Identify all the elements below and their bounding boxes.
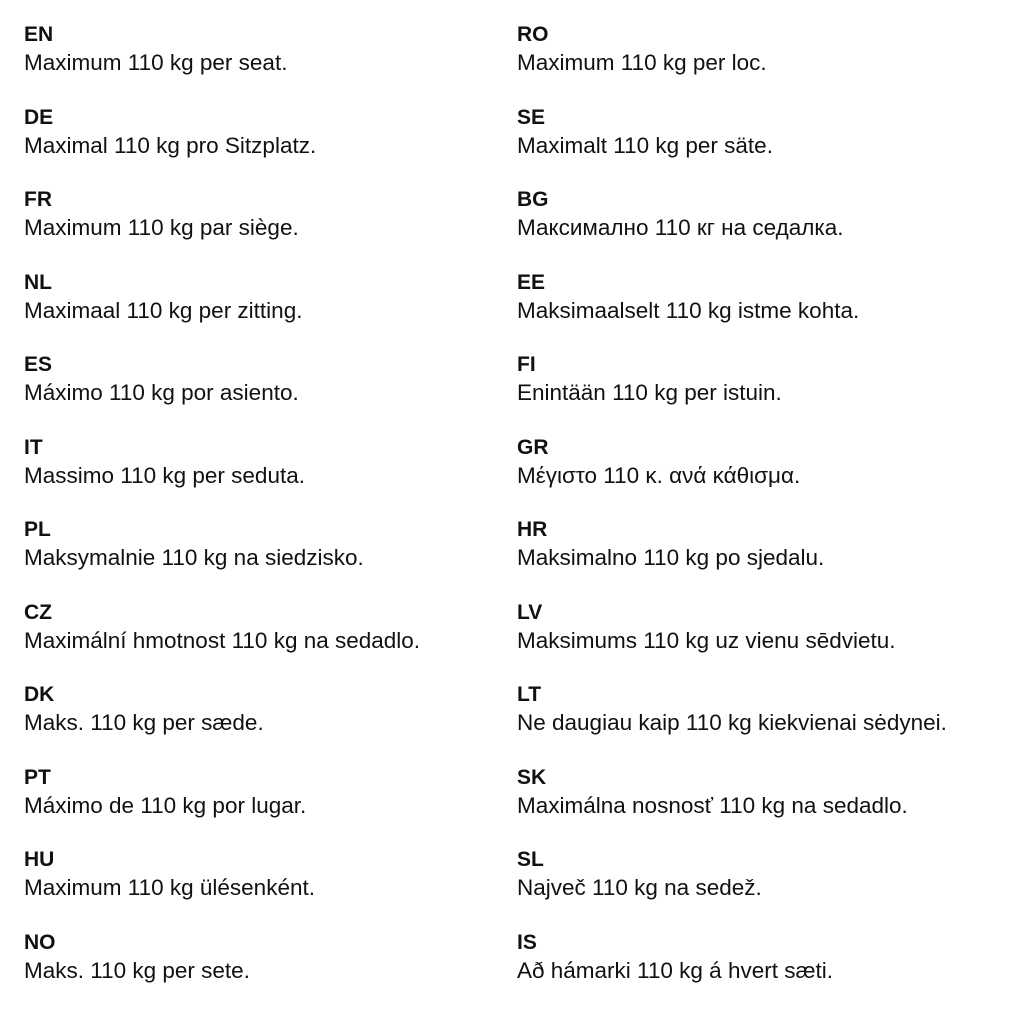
language-entry: SL Največ 110 kg na sedež. (517, 846, 947, 929)
weight-limit-text: Maximálna nosnosť 110 kg na sedadlo. (517, 792, 908, 818)
weight-limit-text: Maks. 110 kg per sæde. (24, 710, 264, 735)
language-code: EE (517, 270, 546, 294)
language-code: FR (24, 188, 52, 211)
language-entry: EN Maximum 110 kg per seat. (24, 21, 420, 104)
language-code: SK (517, 765, 547, 789)
language-code: ES (24, 353, 53, 376)
weight-limit-text: Maximum 110 kg per seat. (24, 50, 288, 75)
weight-limit-text: Maksimalno 110 kg po sjedalu. (517, 545, 825, 570)
language-entry: LV Maksimums 110 kg uz vienu sēdvietu. (517, 599, 947, 682)
weight-limit-text: Maximaal 110 kg per zitting. (24, 297, 303, 323)
weight-limit-text: Enintään 110 kg per istuin. (517, 380, 782, 405)
weight-limit-text: Максимално 110 кг на седалка. (517, 215, 844, 240)
weight-limit-text: Maximalt 110 kg per säte. (517, 132, 773, 158)
weight-limit-text: Að hámarki 110 kg á hvert sæti. (517, 957, 833, 983)
language-entry: RO Maximum 110 kg per loc. (517, 21, 947, 104)
language-entry: IT Massimo 110 kg per seduta. (24, 434, 420, 517)
language-entry: PL Maksymalnie 110 kg na siedzisko. (24, 516, 420, 599)
language-entry: EE Maksimaalselt 110 kg istme kohta. (517, 269, 947, 352)
language-code: FI (517, 353, 536, 376)
language-code: PT (24, 765, 51, 789)
weight-limit-text: Maksymalnie 110 kg na siedzisko. (24, 545, 364, 570)
weight-limit-text: Največ 110 kg na sedež. (517, 875, 762, 900)
weight-limit-text: Maksimums 110 kg uz vienu sēdvietu. (517, 627, 896, 653)
right-column: RO Maximum 110 kg per loc. SE Maximalt 110 … (517, 21, 947, 1011)
weight-limit-text: Maximální hmotnost 110 kg na sedadlo. (24, 627, 421, 653)
language-entry: IS Að hámarki 110 kg á hvert sæti. (517, 929, 947, 1012)
language-code: RO (517, 23, 549, 46)
weight-limit-text: Maximum 110 kg par siège. (24, 215, 299, 240)
language-entry: NL Maximaal 110 kg per zitting. (24, 269, 420, 352)
weight-limit-text: Maksimaalselt 110 kg istme kohta. (517, 297, 860, 323)
weight-limit-text: Maximum 110 kg per loc. (517, 50, 767, 75)
language-entry: DE Maximal 110 kg pro Sitzplatz. (24, 104, 420, 187)
language-entry: CZ Maximální hmotnost 110 kg na sedadlo. (24, 599, 420, 682)
language-code: BG (517, 188, 549, 211)
language-code: GR (517, 435, 549, 459)
language-code: DK (24, 683, 55, 706)
language-code: SL (517, 848, 544, 871)
language-code: IS (517, 930, 537, 954)
weight-limit-text: Maks. 110 kg per sete. (24, 957, 250, 983)
language-entry: ES Máximo 110 kg por asiento. (24, 351, 420, 434)
language-entry: FR Maximum 110 kg par siège. (24, 186, 420, 269)
weight-limit-text: Maximum 110 kg ülésenként. (24, 875, 315, 900)
weight-limit-text: Μέγιστο 110 κ. ανά κάθισμα. (517, 462, 801, 488)
language-code: HU (24, 848, 55, 871)
language-code: SE (517, 105, 546, 129)
language-code: LT (517, 683, 542, 706)
language-entry: NO Maks. 110 kg per sete. (24, 929, 420, 1012)
weight-limit-text: Máximo 110 kg por asiento. (24, 380, 299, 405)
weight-limit-text: Ne daugiau kaip 110 kg kiekvienai sėdyne… (517, 710, 947, 735)
language-entry: DK Maks. 110 kg per sæde. (24, 681, 420, 764)
weight-limit-text: Máximo de 110 kg por lugar. (24, 792, 307, 818)
weight-limit-text: Massimo 110 kg per seduta. (24, 462, 305, 488)
language-entry: SK Maximálna nosnosť 110 kg na sedadlo. (517, 764, 947, 847)
weight-limit-text: Maximal 110 kg pro Sitzplatz. (24, 132, 317, 158)
language-code: IT (24, 435, 43, 459)
language-code: LV (517, 600, 543, 624)
language-entry: HU Maximum 110 kg ülésenként. (24, 846, 420, 929)
language-code: EN (24, 23, 54, 46)
language-entry: LT Ne daugiau kaip 110 kg kiekvienai sėdy… (517, 681, 947, 764)
language-code: PL (24, 518, 51, 541)
language-code: NO (24, 930, 56, 954)
language-entry: FI Enintään 110 kg per istuin. (517, 351, 947, 434)
language-entry: BG Максимално 110 кг на седалка. (517, 186, 947, 269)
language-entry: HR Maksimalno 110 kg po sjedalu. (517, 516, 947, 599)
language-entry: PT Máximo de 110 kg por lugar. (24, 764, 420, 847)
language-code: DE (24, 105, 54, 129)
language-code: CZ (24, 600, 52, 624)
language-code: HR (517, 518, 548, 541)
language-entry: GR Μέγιστο 110 κ. ανά κάθισμα. (517, 434, 947, 517)
left-column: EN Maximum 110 kg per seat. DE Maximal 110 … (24, 21, 420, 1011)
language-entry: SE Maximalt 110 kg per säte. (517, 104, 947, 187)
language-code: NL (24, 270, 52, 294)
